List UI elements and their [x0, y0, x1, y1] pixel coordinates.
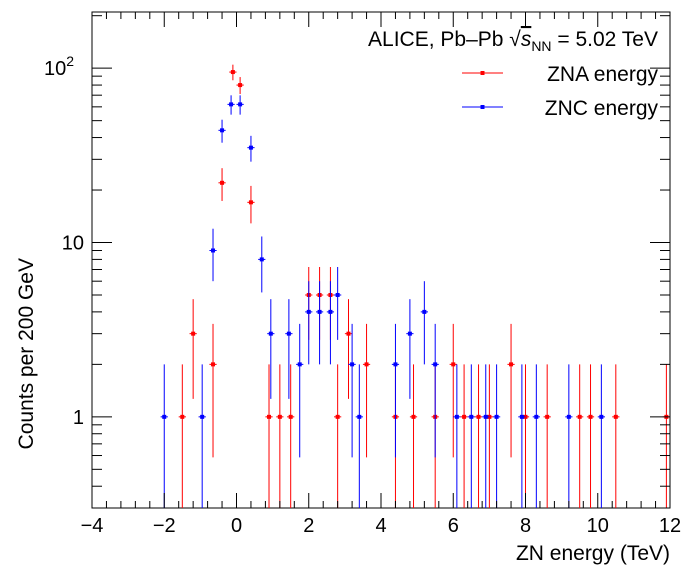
x-tick-label: 12	[659, 515, 681, 537]
data-point	[317, 309, 322, 314]
data-point	[357, 414, 362, 419]
data-point	[248, 145, 253, 150]
legend-entry-znc: ZNC energy	[462, 97, 659, 120]
data-point	[364, 362, 369, 367]
y-axis-title: Counts per 200 GeV	[15, 258, 38, 449]
experiment-annotation: ALICE, Pb–Pb √sNN = 5.02 TeV	[368, 28, 658, 54]
data-point	[613, 414, 618, 419]
data-point	[288, 414, 293, 419]
data-point	[277, 414, 282, 419]
data-point	[211, 362, 216, 367]
x-tick-label: 6	[448, 515, 459, 537]
data-point	[306, 309, 311, 314]
data-point	[191, 331, 196, 336]
axes: −4 −2 0 2 4 6 8 10 12 1 10 102	[44, 12, 681, 537]
x-tick-label: −4	[81, 515, 104, 537]
series-znc	[160, 95, 605, 508]
data-point	[454, 414, 459, 419]
data-point	[519, 414, 524, 419]
data-point	[566, 414, 571, 419]
legend-label: ZNA energy	[547, 63, 658, 86]
y-tick-label: 102	[44, 53, 74, 80]
data-point	[534, 414, 539, 419]
x-tick-label: −2	[153, 515, 176, 537]
data-point	[220, 128, 225, 133]
plot-area	[91, 11, 671, 509]
data-point	[229, 102, 234, 107]
data-point	[451, 362, 456, 367]
data-point	[393, 362, 398, 367]
x-tick-label: 2	[303, 515, 314, 537]
data-point	[267, 414, 272, 419]
data-point	[211, 248, 216, 253]
data-point	[180, 414, 185, 419]
legend-marker	[480, 71, 485, 75]
x-tick-label: 8	[520, 515, 531, 537]
x-tick-label: 0	[231, 515, 242, 537]
data-point	[268, 331, 273, 336]
data-point	[599, 414, 604, 419]
data-point	[248, 200, 253, 205]
x-axis-title: ZN energy (TeV)	[516, 542, 670, 565]
data-point	[335, 292, 340, 297]
plot-frame	[91, 11, 671, 509]
data-point	[335, 414, 340, 419]
data-point	[469, 414, 474, 419]
legend: ZNA energy ZNC energy	[462, 63, 659, 120]
data-point	[238, 83, 243, 88]
data-point	[350, 362, 355, 367]
legend-marker	[480, 105, 485, 109]
data-point	[328, 309, 333, 314]
data-point	[411, 414, 416, 419]
data-point	[259, 257, 264, 262]
data-point	[588, 414, 593, 419]
x-tick-label: 10	[587, 515, 609, 537]
data-point	[494, 414, 499, 419]
data-point	[545, 414, 550, 419]
data-point	[346, 331, 351, 336]
data-point	[476, 414, 481, 419]
data-point	[238, 102, 243, 107]
data-point	[297, 362, 302, 367]
data-series	[160, 64, 670, 508]
y-tick-label: 10	[62, 233, 84, 255]
legend-label: ZNC energy	[545, 97, 659, 120]
data-point	[422, 309, 427, 314]
data-point	[483, 414, 488, 419]
data-point	[462, 414, 467, 419]
data-point	[200, 414, 205, 419]
data-point	[577, 414, 582, 419]
data-point	[433, 362, 438, 367]
data-point	[407, 331, 412, 336]
y-tick-label: 1	[73, 407, 84, 429]
x-tick-label: 4	[375, 515, 386, 537]
data-point	[230, 70, 235, 75]
data-point	[220, 180, 225, 185]
data-point	[286, 331, 291, 336]
data-point	[162, 414, 167, 419]
data-point	[509, 362, 514, 367]
legend-entry-zna: ZNA energy	[462, 63, 658, 86]
